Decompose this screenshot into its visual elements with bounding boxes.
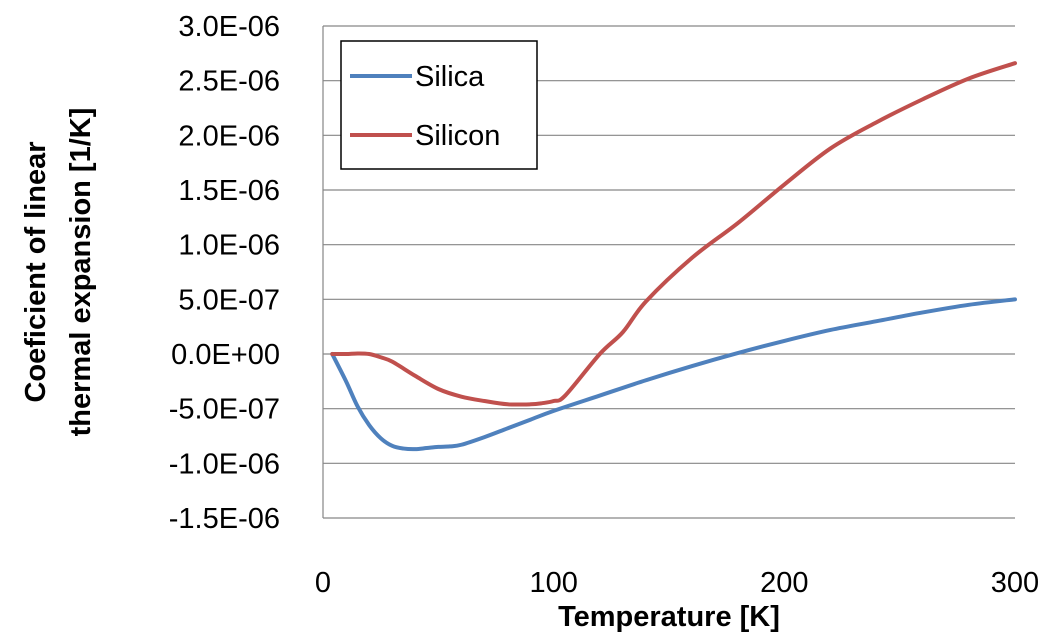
series-lines (330, 61, 1017, 452)
y-axis-title-line-2: thermal expansion [1/K] (65, 108, 97, 437)
legend-label-silicon: Silicon (415, 120, 500, 152)
y-tick-labels: 3.0E-06 2.5E-06 2.0E-06 1.5E-06 1.0E-06 5.0E-… (169, 11, 280, 535)
x-axis-title: Temperature [K] (558, 601, 780, 633)
y-tick-label: 2.5E-06 (178, 66, 280, 98)
x-tick-label: 100 (529, 567, 577, 599)
legend: Silica Silicon (340, 40, 538, 170)
y-tick-label: -1.5E-06 (169, 503, 280, 535)
x-tick-label: 0 (315, 567, 331, 599)
x-tick-label: 300 (991, 567, 1039, 599)
legend-box (340, 40, 538, 170)
y-tick-label: -5.0E-07 (169, 394, 280, 426)
y-axis-title-line-1: Coeficient of linear (20, 141, 52, 402)
series-line-silica (330, 297, 1017, 452)
x-tick-label: 200 (760, 567, 808, 599)
x-tick-labels: 0 100 200 300 (315, 567, 1039, 599)
y-tick-label: 1.5E-06 (178, 175, 280, 207)
y-tick-label: 2.0E-06 (178, 120, 280, 152)
legend-label-silica: Silica (415, 61, 485, 93)
y-tick-label: 5.0E-07 (178, 284, 280, 316)
y-tick-label: -1.0E-06 (169, 448, 280, 480)
series-line-silicon (330, 61, 1017, 407)
axes (322, 26, 1015, 519)
y-tick-label: 0.0E+00 (171, 339, 280, 371)
y-tick-label: 3.0E-06 (178, 11, 280, 43)
y-tick-label: 1.0E-06 (178, 230, 280, 262)
